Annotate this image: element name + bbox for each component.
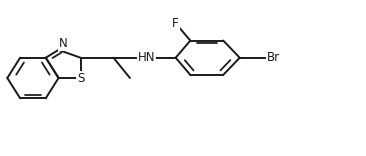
- Text: HN: HN: [138, 51, 155, 64]
- Text: F: F: [172, 17, 179, 30]
- Text: N: N: [59, 37, 67, 50]
- Text: S: S: [77, 71, 84, 85]
- Text: Br: Br: [267, 51, 280, 64]
